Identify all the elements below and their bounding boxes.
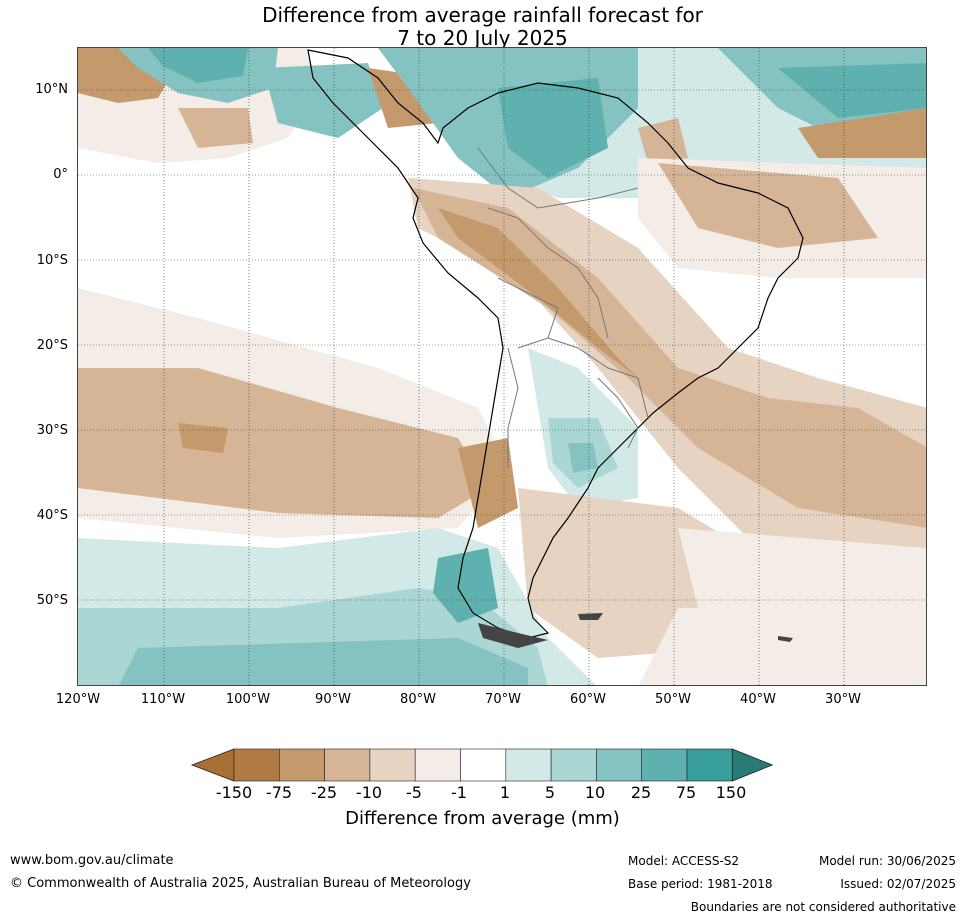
lon-label-80w: 80°W xyxy=(400,692,436,707)
colorbar-tick: 10 xyxy=(584,783,606,802)
model-run-text: Model run: 30/06/2025 xyxy=(818,854,956,868)
lon-label-30w: 30°W xyxy=(825,692,861,707)
country-boundaries xyxy=(477,147,649,468)
lat-label-10s: 10°S xyxy=(36,253,68,268)
anomaly-region xyxy=(678,528,926,618)
colorbar-tick: -25 xyxy=(310,783,338,802)
anomaly-region xyxy=(568,443,598,473)
map-title: Difference from average rainfall forecas… xyxy=(0,4,965,50)
colorbar-label: Difference from average (mm) xyxy=(345,808,620,829)
coastline-south-america xyxy=(307,49,804,639)
lat-label-50s: 50°S xyxy=(36,593,68,608)
copyright-text: © Commonwealth of Australia 2025, Austra… xyxy=(10,876,471,891)
map-canvas xyxy=(78,48,926,685)
model-text: Model: ACCESS-S2 xyxy=(628,854,740,868)
colorbar-swatch xyxy=(233,748,280,782)
anomaly-region xyxy=(78,368,488,518)
colorbar-swatch xyxy=(505,748,552,782)
lon-label-40w: 40°W xyxy=(740,692,776,707)
colorbar-swatch xyxy=(686,748,733,782)
colorbar-tick: -1 xyxy=(451,783,467,802)
anomaly-region xyxy=(263,63,383,138)
colorbar-swatch xyxy=(550,748,597,782)
colorbar-tick: 25 xyxy=(630,783,652,802)
colorbar-arrow-low xyxy=(190,748,235,782)
colorbar-swatch xyxy=(460,748,507,782)
title-line-1: Difference from average rainfall forecas… xyxy=(262,3,703,27)
colorbar-swatch xyxy=(414,748,461,782)
lon-label-50w: 50°W xyxy=(655,692,691,707)
anomaly-region xyxy=(148,48,248,83)
anomaly-region xyxy=(498,78,608,178)
anomaly-region xyxy=(778,63,926,118)
issued-text: Issued: 02/07/2025 xyxy=(840,877,956,891)
anomaly-region xyxy=(798,108,926,158)
website-link[interactable]: www.bom.gov.au/climate xyxy=(10,853,174,868)
colorbar-arrow-high xyxy=(731,748,774,782)
colorbar-tick: 75 xyxy=(675,783,697,802)
colorbar-tick: -150 xyxy=(215,783,253,802)
lon-label-120w: 120°W xyxy=(55,692,101,707)
lon-label-100w: 100°W xyxy=(225,692,271,707)
lat-label-20s: 20°S xyxy=(36,338,68,353)
anomaly-region xyxy=(433,548,498,623)
colorbar-tick: -10 xyxy=(355,783,383,802)
colorbar-swatch xyxy=(596,748,642,782)
lat-label-10n: 10°N xyxy=(35,82,68,97)
base-period-text: Base period: 1981-2018 xyxy=(628,877,773,891)
graticule xyxy=(78,48,926,685)
disclaimer-text: Boundaries are not considered authoritat… xyxy=(690,900,956,914)
anomaly-region xyxy=(438,208,638,378)
rainfall-anomaly-map xyxy=(77,47,927,686)
colorbar-tick: -75 xyxy=(265,783,293,802)
colorbar-tick: -5 xyxy=(406,783,422,802)
lon-label-90w: 90°W xyxy=(315,692,351,707)
colorbar xyxy=(190,748,774,782)
anomaly-region xyxy=(458,438,518,528)
anomaly-region xyxy=(639,608,926,685)
colorbar-tick: 150 xyxy=(715,783,747,802)
anomaly-region xyxy=(119,638,528,685)
tierra-del-fuego xyxy=(478,613,793,648)
lat-label-0: 0° xyxy=(53,167,68,182)
anomaly-region xyxy=(178,108,253,148)
anomaly-region xyxy=(658,163,878,248)
colorbar-swatch xyxy=(324,748,371,782)
colorbar-tick: 1 xyxy=(499,783,511,802)
lon-label-60w: 60°W xyxy=(570,692,606,707)
lon-label-110w: 110°W xyxy=(140,692,186,707)
lat-label-30s: 30°S xyxy=(36,423,68,438)
title-line-2: 7 to 20 July 2025 xyxy=(397,26,568,50)
colorbar-swatch xyxy=(369,748,416,782)
anomaly-region xyxy=(178,423,228,453)
colorbar-swatch xyxy=(279,748,325,782)
lon-label-70w: 70°W xyxy=(485,692,521,707)
colorbar-tick: 5 xyxy=(544,783,556,802)
colorbar-swatch xyxy=(641,748,688,782)
lat-label-40s: 40°S xyxy=(36,508,68,523)
